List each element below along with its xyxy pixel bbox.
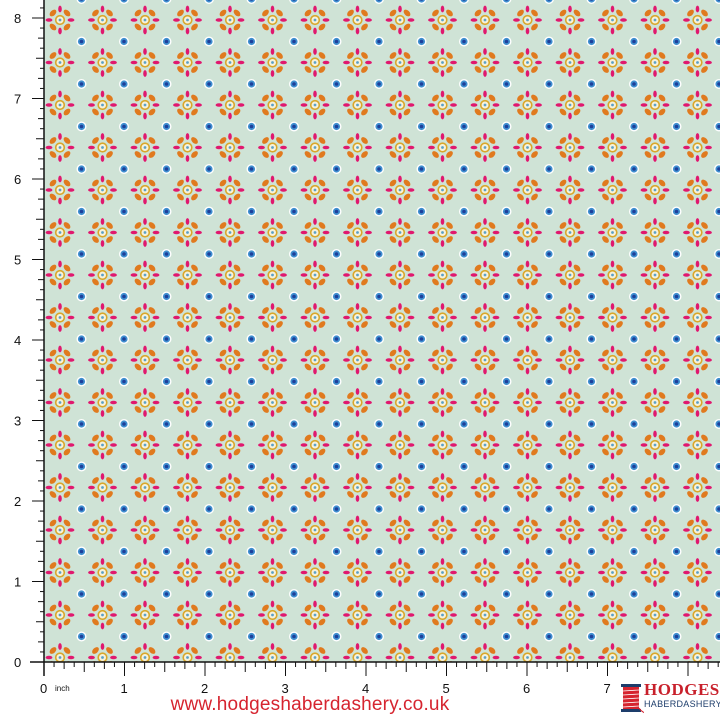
vertical-ruler-label: 5 xyxy=(14,253,21,268)
logo-line1: HODGES xyxy=(644,680,720,699)
vertical-ruler-label: 7 xyxy=(14,92,21,107)
logo-line2: HABERDASHERY xyxy=(644,699,720,709)
horizontal-ruler: 0 1 2 3 4 5 6 7 xyxy=(30,661,720,696)
horizontal-ruler-label: 2 xyxy=(201,681,208,696)
vertical-ruler: 0 1 2 3 4 5 6 7 8 xyxy=(14,0,45,676)
horizontal-ruler-label: 5 xyxy=(443,681,450,696)
thread-spool-icon xyxy=(621,684,644,714)
vertical-ruler-label: 6 xyxy=(14,172,21,187)
vertical-ruler-label: 4 xyxy=(14,333,21,348)
vertical-ruler-label: 1 xyxy=(14,575,21,590)
vertical-ruler-label: 2 xyxy=(14,494,21,509)
vertical-ruler-label: 0 xyxy=(14,655,21,670)
vertical-ruler-label: 8 xyxy=(14,11,21,26)
hodges-logo: HODGES HABERDASHERY xyxy=(618,680,720,720)
fabric-print xyxy=(44,0,720,662)
ruler-unit-label: inch xyxy=(55,684,70,693)
vertical-ruler-label: 3 xyxy=(14,414,21,429)
website-url[interactable]: www.hodgeshaberdashery.co.uk xyxy=(170,694,450,715)
horizontal-ruler-label: 0 xyxy=(40,681,47,696)
horizontal-ruler-label: 4 xyxy=(362,681,369,696)
horizontal-ruler-label: 7 xyxy=(604,681,611,696)
horizontal-ruler-label: 1 xyxy=(121,681,128,696)
horizontal-ruler-label: 3 xyxy=(282,681,289,696)
horizontal-ruler-label: 6 xyxy=(523,681,530,696)
